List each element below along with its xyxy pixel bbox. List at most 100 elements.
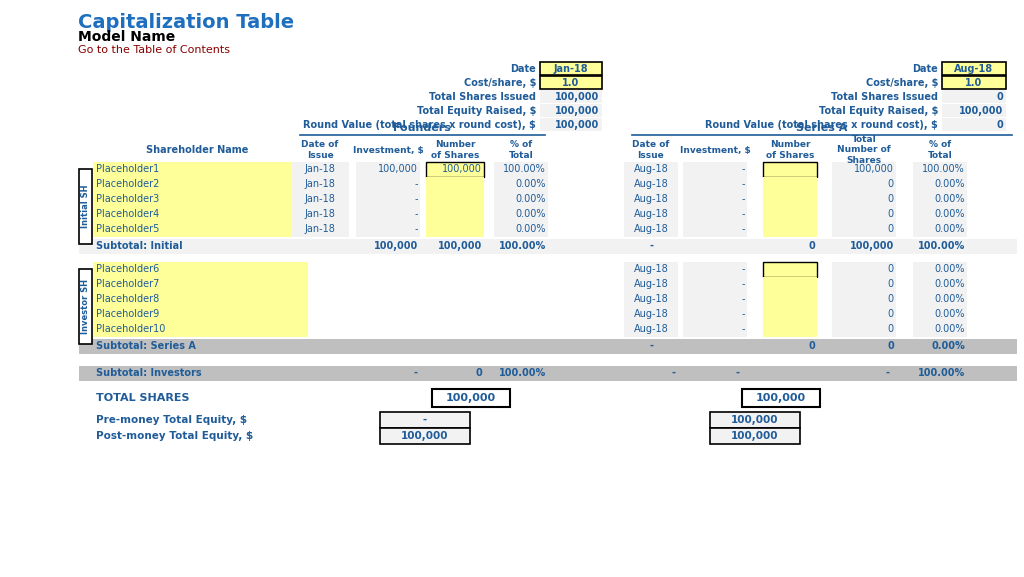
Bar [624, 261, 678, 276]
Text: 100.00%: 100.00% [499, 368, 546, 378]
Bar [763, 222, 817, 237]
Text: Aug-18: Aug-18 [634, 309, 669, 319]
Text: 0.00%: 0.00% [935, 209, 965, 219]
Bar [356, 192, 420, 207]
Text: Placeholder5: Placeholder5 [96, 224, 160, 234]
Text: 0.00%: 0.00% [935, 264, 965, 274]
Text: 100,000: 100,000 [555, 106, 599, 116]
Bar [913, 222, 967, 237]
Bar [913, 321, 967, 336]
Text: Aug-18: Aug-18 [634, 279, 669, 289]
Text: -: - [741, 194, 745, 204]
Text: 0: 0 [808, 341, 815, 351]
Bar [93, 276, 308, 291]
Text: Subtotal: Series A: Subtotal: Series A [96, 341, 196, 351]
Text: Pre-money Total Equity, $: Pre-money Total Equity, $ [96, 415, 247, 425]
Text: -: - [885, 368, 889, 378]
Bar [831, 276, 896, 291]
Text: 100.00%: 100.00% [923, 164, 965, 174]
Bar [426, 207, 484, 222]
Text: TOTAL SHARES: TOTAL SHARES [96, 393, 189, 403]
Text: 0.00%: 0.00% [935, 309, 965, 319]
Bar [683, 222, 746, 237]
Text: 0.00%: 0.00% [515, 209, 546, 219]
Text: -: - [741, 279, 745, 289]
Bar [831, 321, 896, 336]
Bar [763, 192, 817, 207]
Text: Aug-18: Aug-18 [634, 224, 669, 234]
Text: Placeholder2: Placeholder2 [96, 179, 160, 189]
Bar [291, 207, 349, 222]
Bar [93, 261, 308, 276]
Bar [831, 306, 896, 321]
Bar [763, 306, 817, 321]
Bar [624, 276, 678, 291]
Text: 0: 0 [887, 341, 894, 351]
Text: 0: 0 [888, 324, 894, 334]
Bar [942, 62, 1006, 75]
Bar [426, 222, 484, 237]
Bar [763, 162, 817, 177]
Bar [683, 177, 746, 192]
Text: Aug-18: Aug-18 [634, 294, 669, 304]
Bar [426, 192, 484, 207]
Text: 0: 0 [996, 120, 1002, 130]
Text: Jan-18: Jan-18 [304, 164, 336, 174]
Bar [540, 90, 602, 103]
Text: Investment, $: Investment, $ [352, 145, 423, 155]
Text: -: - [649, 341, 653, 351]
Text: Subtotal: Investors: Subtotal: Investors [96, 368, 202, 378]
Text: 0: 0 [888, 309, 894, 319]
Bar [494, 162, 548, 177]
Text: 0: 0 [888, 194, 894, 204]
Text: 100,000: 100,000 [555, 92, 599, 102]
Bar [710, 428, 800, 444]
Bar [93, 291, 308, 306]
Text: Total Equity Raised, $: Total Equity Raised, $ [417, 106, 536, 116]
Bar [93, 177, 308, 192]
Text: Aug-18: Aug-18 [634, 209, 669, 219]
Text: Cost/share, $: Cost/share, $ [865, 78, 938, 88]
Bar [942, 104, 1006, 117]
Text: Placeholder6: Placeholder6 [96, 264, 160, 274]
Bar [93, 192, 308, 207]
Bar [93, 321, 308, 336]
Bar [763, 291, 817, 306]
Bar [356, 162, 420, 177]
Text: 100,000: 100,000 [445, 393, 496, 403]
Bar [763, 321, 817, 336]
Bar [79, 269, 92, 344]
Text: Placeholder10: Placeholder10 [96, 324, 165, 334]
Text: 1.0: 1.0 [966, 78, 983, 88]
Bar [913, 291, 967, 306]
Bar [291, 162, 349, 177]
Text: Aug-18: Aug-18 [634, 179, 669, 189]
Text: Total Shares Issued: Total Shares Issued [831, 92, 938, 102]
Bar [831, 261, 896, 276]
Text: -: - [741, 179, 745, 189]
Text: -: - [414, 368, 418, 378]
Bar [831, 177, 896, 192]
Text: 0.00%: 0.00% [935, 324, 965, 334]
Text: Aug-18: Aug-18 [634, 194, 669, 204]
Text: 0: 0 [475, 368, 482, 378]
Text: -: - [741, 324, 745, 334]
Text: Number
of Shares: Number of Shares [766, 140, 814, 160]
Bar [831, 192, 896, 207]
Text: 0.00%: 0.00% [515, 179, 546, 189]
Text: Date of
Issue: Date of Issue [632, 140, 670, 160]
Bar [683, 276, 746, 291]
Bar [540, 62, 602, 75]
Text: 0: 0 [888, 224, 894, 234]
Text: 0.00%: 0.00% [935, 194, 965, 204]
Text: 0.00%: 0.00% [931, 341, 965, 351]
Text: % of
Total: % of Total [928, 140, 952, 160]
Bar [831, 162, 896, 177]
Text: % of
Total: % of Total [509, 140, 534, 160]
Text: -: - [415, 179, 418, 189]
Text: 1.0: 1.0 [562, 78, 580, 88]
Bar [913, 162, 967, 177]
Bar [79, 339, 1017, 354]
Text: Round Value (total shares x round cost), $: Round Value (total shares x round cost),… [706, 120, 938, 130]
Text: -: - [423, 415, 427, 425]
